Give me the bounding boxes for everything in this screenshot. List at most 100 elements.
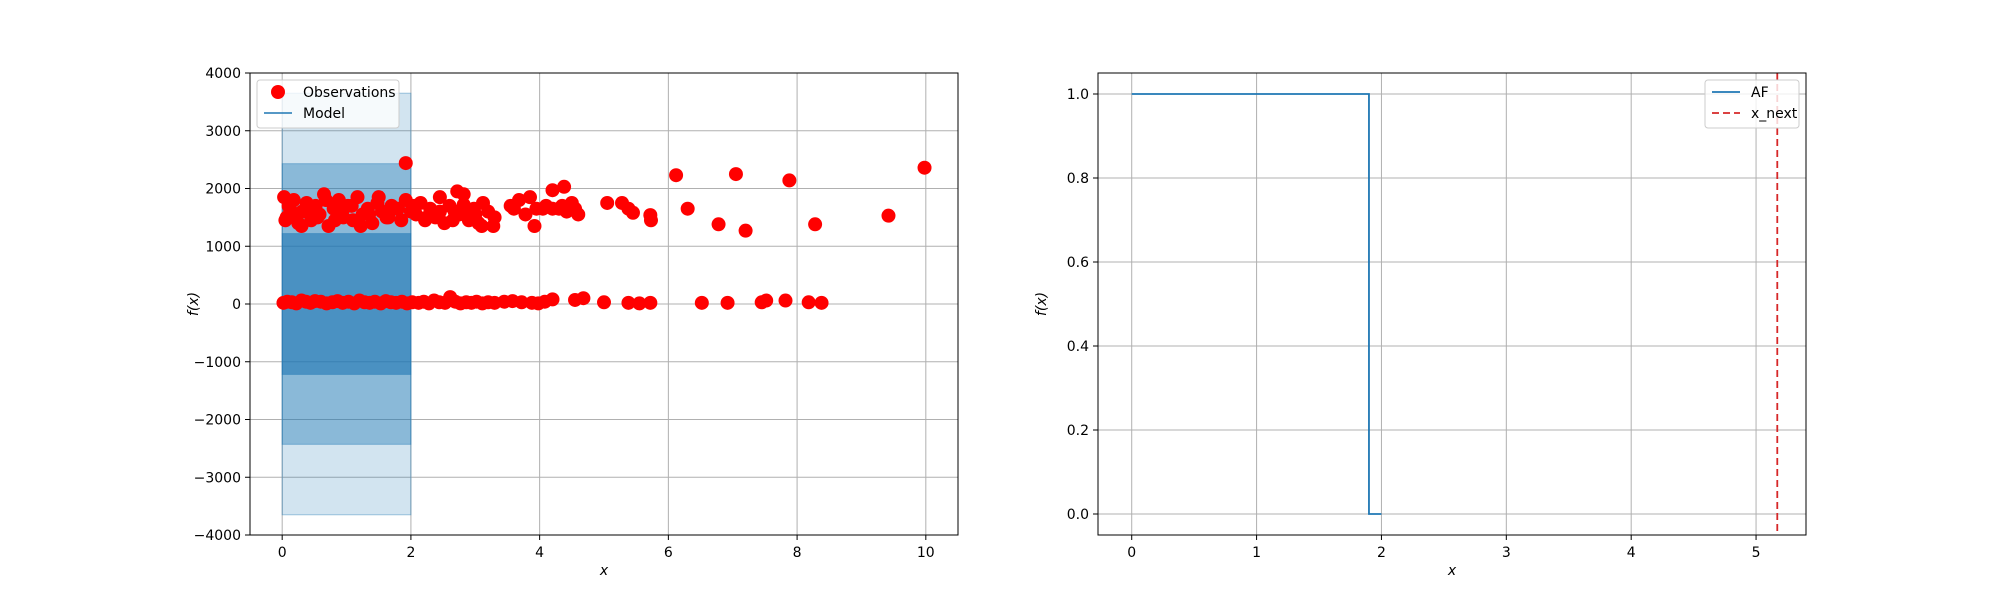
x-tick-label: 4 xyxy=(535,545,544,561)
chart-left: 0 2 4 6 8 10 −4000 −3000 −2000 −1000 0 1000 2000 3000… xyxy=(186,66,959,579)
observation-point xyxy=(545,292,560,307)
observation-point xyxy=(720,295,735,310)
x-tick-label: 2 xyxy=(406,545,415,561)
legend-af-label: AF xyxy=(1751,85,1769,101)
observation-point xyxy=(353,219,368,234)
observation-point xyxy=(371,190,386,205)
observation-point xyxy=(456,197,471,212)
legend: AF x_next xyxy=(1704,79,1800,129)
y-tick-label: 1000 xyxy=(205,239,241,255)
legend-observations-label: Observations xyxy=(303,85,396,101)
observation-point xyxy=(576,291,591,306)
observation-point xyxy=(302,201,317,216)
observation-point xyxy=(407,198,422,213)
plot-frame xyxy=(1097,72,1807,536)
y-tick-label: −3000 xyxy=(194,470,241,486)
observation-point xyxy=(294,219,309,234)
y-tick-label: 1.0 xyxy=(1067,87,1089,103)
observation-point xyxy=(420,210,434,225)
observation-point xyxy=(310,210,325,225)
x-tick-label: 4 xyxy=(1627,545,1636,561)
observation-point xyxy=(344,198,359,213)
x-tick-label: 3 xyxy=(1502,545,1511,561)
y-tick-label: 3000 xyxy=(205,124,241,140)
x-tick-label: 10 xyxy=(917,545,935,561)
observation-point xyxy=(643,295,658,310)
observation-point xyxy=(917,160,932,175)
observation-point xyxy=(597,295,611,310)
x-tick-label: 6 xyxy=(664,545,673,561)
observation-point xyxy=(514,295,529,310)
observation-point xyxy=(518,207,533,222)
y-tick-label: 0.8 xyxy=(1067,171,1089,187)
chart-right: 0 1 2 3 4 5 0.0 0.2 0.4 0.6 0.8 1.0 x f(x) AF x_next xyxy=(1034,72,1807,579)
observation-point xyxy=(759,293,774,308)
y-tick-label: 0.4 xyxy=(1067,339,1089,355)
observation-point xyxy=(778,293,793,308)
observation-point xyxy=(432,204,447,219)
observation-point xyxy=(621,295,636,310)
observation-point xyxy=(680,201,695,216)
observation-point xyxy=(362,207,377,222)
y-tick-label: 2000 xyxy=(205,182,241,198)
y-tick-label: 0.0 xyxy=(1067,507,1089,523)
y-axis-label: f(x) xyxy=(186,292,202,316)
y-tick-label: −2000 xyxy=(194,413,241,429)
x-axis-label: x xyxy=(1447,563,1457,579)
observation-point xyxy=(432,190,447,205)
observation-point xyxy=(568,201,583,216)
observation-point xyxy=(814,295,829,310)
observation-point xyxy=(625,205,640,220)
observation-point xyxy=(801,295,816,310)
observation-point xyxy=(450,184,465,199)
y-tick-label: −4000 xyxy=(194,528,241,544)
observation-point xyxy=(487,210,502,225)
observation-point xyxy=(474,219,489,234)
observation-point xyxy=(539,198,554,213)
x-tick-label: 0 xyxy=(278,545,287,561)
y-tick-label: 0 xyxy=(232,297,241,313)
x-tick-label: 1 xyxy=(1252,545,1261,561)
legend-box xyxy=(256,79,400,129)
x-tick-label: 5 xyxy=(1752,545,1761,561)
legend-model-label: Model xyxy=(303,106,345,122)
observation-point xyxy=(327,213,342,228)
y-tick-label: 0.2 xyxy=(1067,423,1089,439)
y-tick-label: 4000 xyxy=(205,66,241,82)
observation-point xyxy=(318,193,333,208)
legend-x-next-label: x_next xyxy=(1751,106,1798,122)
observation-point xyxy=(381,210,396,225)
observation-point xyxy=(808,217,823,232)
observation-point xyxy=(557,179,572,194)
legend: Observations Model xyxy=(256,79,400,129)
plot-frame xyxy=(249,72,959,536)
observation-point xyxy=(669,168,684,183)
x-tick-label: 8 xyxy=(793,545,802,561)
y-tick-label: 0.6 xyxy=(1067,255,1089,271)
observation-point xyxy=(445,213,460,228)
y-tick-label: −1000 xyxy=(194,355,241,371)
observation-point xyxy=(545,183,560,198)
x-tick-label: 0 xyxy=(1127,545,1136,561)
observations-series xyxy=(276,156,932,311)
observation-point xyxy=(643,213,658,228)
af-line xyxy=(1131,93,1382,515)
observation-point xyxy=(512,193,527,208)
observation-point xyxy=(468,207,483,222)
y-axis-label: f(x) xyxy=(1034,292,1050,316)
observation-point xyxy=(632,296,647,311)
grid xyxy=(1098,73,1806,535)
observation-point xyxy=(398,156,413,171)
observation-point xyxy=(881,208,896,223)
observation-point xyxy=(391,201,406,216)
observation-point xyxy=(782,173,797,188)
observation-point xyxy=(728,167,743,182)
observation-point xyxy=(522,190,537,205)
observation-point xyxy=(288,207,303,222)
observation-point xyxy=(694,295,709,310)
observation-point xyxy=(527,219,542,234)
observation-point xyxy=(711,217,726,232)
x-tick-label: 2 xyxy=(1377,545,1386,561)
observation-point xyxy=(600,195,615,210)
